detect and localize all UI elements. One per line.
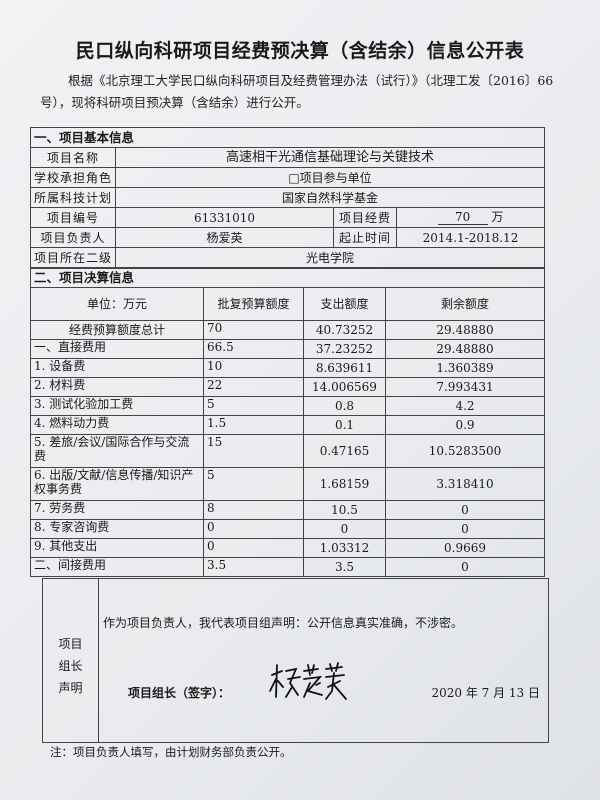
budget-approved: 15 — [203, 434, 304, 468]
budget-row: 1. 设备费 10 8.639611 1.360389 — [30, 358, 545, 378]
budget-row: 7. 劳务费 8 10.5 0 — [30, 500, 545, 520]
budget-remaining: 7.993431 — [385, 377, 545, 397]
budget-row: 3. 测试化验加工费 5 0.8 4.2 — [30, 396, 545, 416]
budget-spent: 8.639611 — [303, 358, 386, 378]
budget-row: 2. 材料费 22 14.006569 7.993431 — [30, 377, 545, 397]
dept-value: 光电学院 — [115, 247, 545, 268]
budget-approved: 8 — [203, 500, 304, 520]
budget-item: 2. 材料费 — [30, 377, 204, 397]
header-approved: 批复预算额度 — [203, 287, 304, 321]
footnote: 注：项目负责人填写，由计划财务部负责公开。 — [50, 745, 292, 759]
budget-remaining: 29.48880 — [385, 339, 545, 359]
funding-unit: 万 — [491, 210, 504, 224]
budget-remaining: 29.48880 — [385, 320, 545, 340]
budget-approved: 70 — [203, 320, 304, 340]
budget-spent: 40.73252 — [303, 320, 386, 340]
budget-remaining: 0 — [385, 557, 545, 577]
plan-label: 所属科技计划 — [30, 187, 116, 208]
budget-remaining: 10.5283500 — [385, 434, 545, 468]
budget-table: 二、项目决算信息 单位：万元 批复预算额度 支出额度 剩余额度 经费预算额度总计… — [30, 268, 545, 577]
budget-item: 3. 测试化验加工费 — [30, 396, 204, 416]
budget-row: 9. 其他支出 0 1.03312 0.9669 — [30, 538, 545, 558]
funding-cell: 70 万 — [396, 207, 545, 228]
budget-row: 经费预算额度总计 70 40.73252 29.48880 — [30, 320, 545, 340]
budget-remaining: 3.318410 — [385, 467, 545, 501]
budget-spent: 14.006569 — [303, 377, 386, 397]
budget-remaining: 4.2 — [385, 396, 545, 416]
header-remaining: 剩余额度 — [385, 287, 545, 321]
budget-item: 二、间接费用 — [30, 557, 204, 577]
sign-label: 项目组长（签字）： — [128, 686, 231, 700]
budget-approved: 5 — [203, 396, 304, 416]
period-value: 2014.1-2018.12 — [396, 227, 545, 248]
leader-value: 杨爱英 — [115, 227, 334, 248]
intro-paragraph: 根据《北京理工大学民口纵向科研项目及经费管理办法（试行）》（北理工发〔2016〕… — [40, 73, 554, 110]
dept-label: 项目所在二级 — [30, 247, 116, 268]
budget-spent: 0.1 — [303, 415, 386, 435]
role-value: □项目参与单位 — [115, 167, 545, 188]
budget-approved: 0 — [203, 519, 304, 539]
budget-row: 8. 专家咨询费 0 0 0 — [30, 519, 545, 539]
budget-spent: 1.68159 — [303, 467, 386, 501]
budget-approved: 5 — [203, 467, 304, 501]
budget-item: 一、直接费用 — [30, 339, 204, 359]
leader-label: 项目负责人 — [30, 227, 116, 248]
period-label: 起止时间 — [333, 227, 397, 248]
project-number-value: 61331010 — [115, 207, 334, 228]
budget-item: 6. 出版/文献/信息传播/知识产权事务费 — [30, 467, 204, 501]
budget-item: 4. 燃料动力费 — [30, 415, 204, 435]
budget-spent: 0.8 — [303, 396, 386, 416]
budget-approved: 3.5 — [203, 557, 304, 577]
budget-remaining: 0.9669 — [385, 538, 545, 558]
declaration-side-label-line: 声明 — [58, 681, 83, 695]
section-budget-title: 二、项目决算信息 — [30, 268, 545, 288]
budget-spent: 1.03312 — [303, 538, 386, 558]
budget-row: 5. 差旅/会议/国际合作与交流费 15 0.47165 10.5283500 — [30, 434, 545, 468]
budget-spent: 3.5 — [303, 557, 386, 577]
role-label: 学校承担角色 — [30, 167, 116, 188]
plan-value: 国家自然科学基金 — [115, 187, 545, 208]
budget-approved: 66.5 — [203, 339, 304, 359]
declaration-side-label-line: 项目 — [58, 637, 83, 651]
page-title: 民口纵向科研项目经费预决算（含结余）信息公开表 — [75, 40, 525, 62]
budget-approved: 10 — [203, 358, 304, 378]
header-unit: 单位：万元 — [30, 287, 204, 321]
budget-row: 一、直接费用 66.5 37.23252 29.48880 — [30, 339, 545, 359]
budget-remaining: 0.9 — [385, 415, 545, 435]
budget-remaining: 1.360389 — [385, 358, 545, 378]
budget-item: 7. 劳务费 — [30, 500, 204, 520]
budget-row: 二、间接费用 3.5 3.5 0 — [30, 557, 545, 577]
basic-info-table: 一、项目基本信息 项目名称 高速相干光通信基础理论与关键技术 学校承担角色 □项… — [30, 127, 545, 268]
budget-approved: 22 — [203, 377, 304, 397]
budget-spent: 0.47165 — [303, 434, 386, 468]
budget-item: 经费预算额度总计 — [30, 320, 204, 340]
budget-approved: 1.5 — [203, 415, 304, 435]
section-basic-info-title: 一、项目基本信息 — [30, 127, 545, 148]
declaration-side-label-line: 组长 — [58, 659, 83, 673]
budget-remaining: 0 — [385, 500, 545, 520]
funding-label: 项目经费 — [333, 207, 397, 228]
declaration-side-label: 项目 组长 声明 — [43, 579, 99, 742]
project-name-value: 高速相干光通信基础理论与关键技术 — [115, 147, 545, 168]
declaration-statement: 作为项目负责人，我代表项目组声明：公开信息真实准确，不涉密。 — [103, 616, 464, 630]
budget-approved: 0 — [203, 538, 304, 558]
budget-spent: 37.23252 — [303, 339, 386, 359]
funding-value: 70 — [437, 210, 488, 225]
declaration-box: 项目 组长 声明 作为项目负责人，我代表项目组声明：公开信息真实准确，不涉密。 … — [42, 578, 549, 743]
header-spent: 支出额度 — [303, 287, 386, 321]
budget-item: 5. 差旅/会议/国际合作与交流费 — [30, 434, 204, 468]
budget-item: 9. 其他支出 — [30, 538, 204, 558]
budget-spent: 0 — [303, 519, 386, 539]
declaration-date: 2020 年 7 月 13 日 — [431, 686, 540, 700]
budget-spent: 10.5 — [303, 500, 386, 520]
project-name-label: 项目名称 — [30, 147, 116, 168]
budget-remaining: 0 — [385, 519, 545, 539]
budget-row: 4. 燃料动力费 1.5 0.1 0.9 — [30, 415, 545, 435]
budget-item: 1. 设备费 — [30, 358, 204, 378]
handwritten-signature — [269, 662, 347, 700]
budget-item: 8. 专家咨询费 — [30, 519, 204, 539]
budget-row: 6. 出版/文献/信息传播/知识产权事务费 5 1.68159 3.318410 — [30, 467, 545, 501]
project-number-label: 项目编号 — [30, 207, 116, 228]
